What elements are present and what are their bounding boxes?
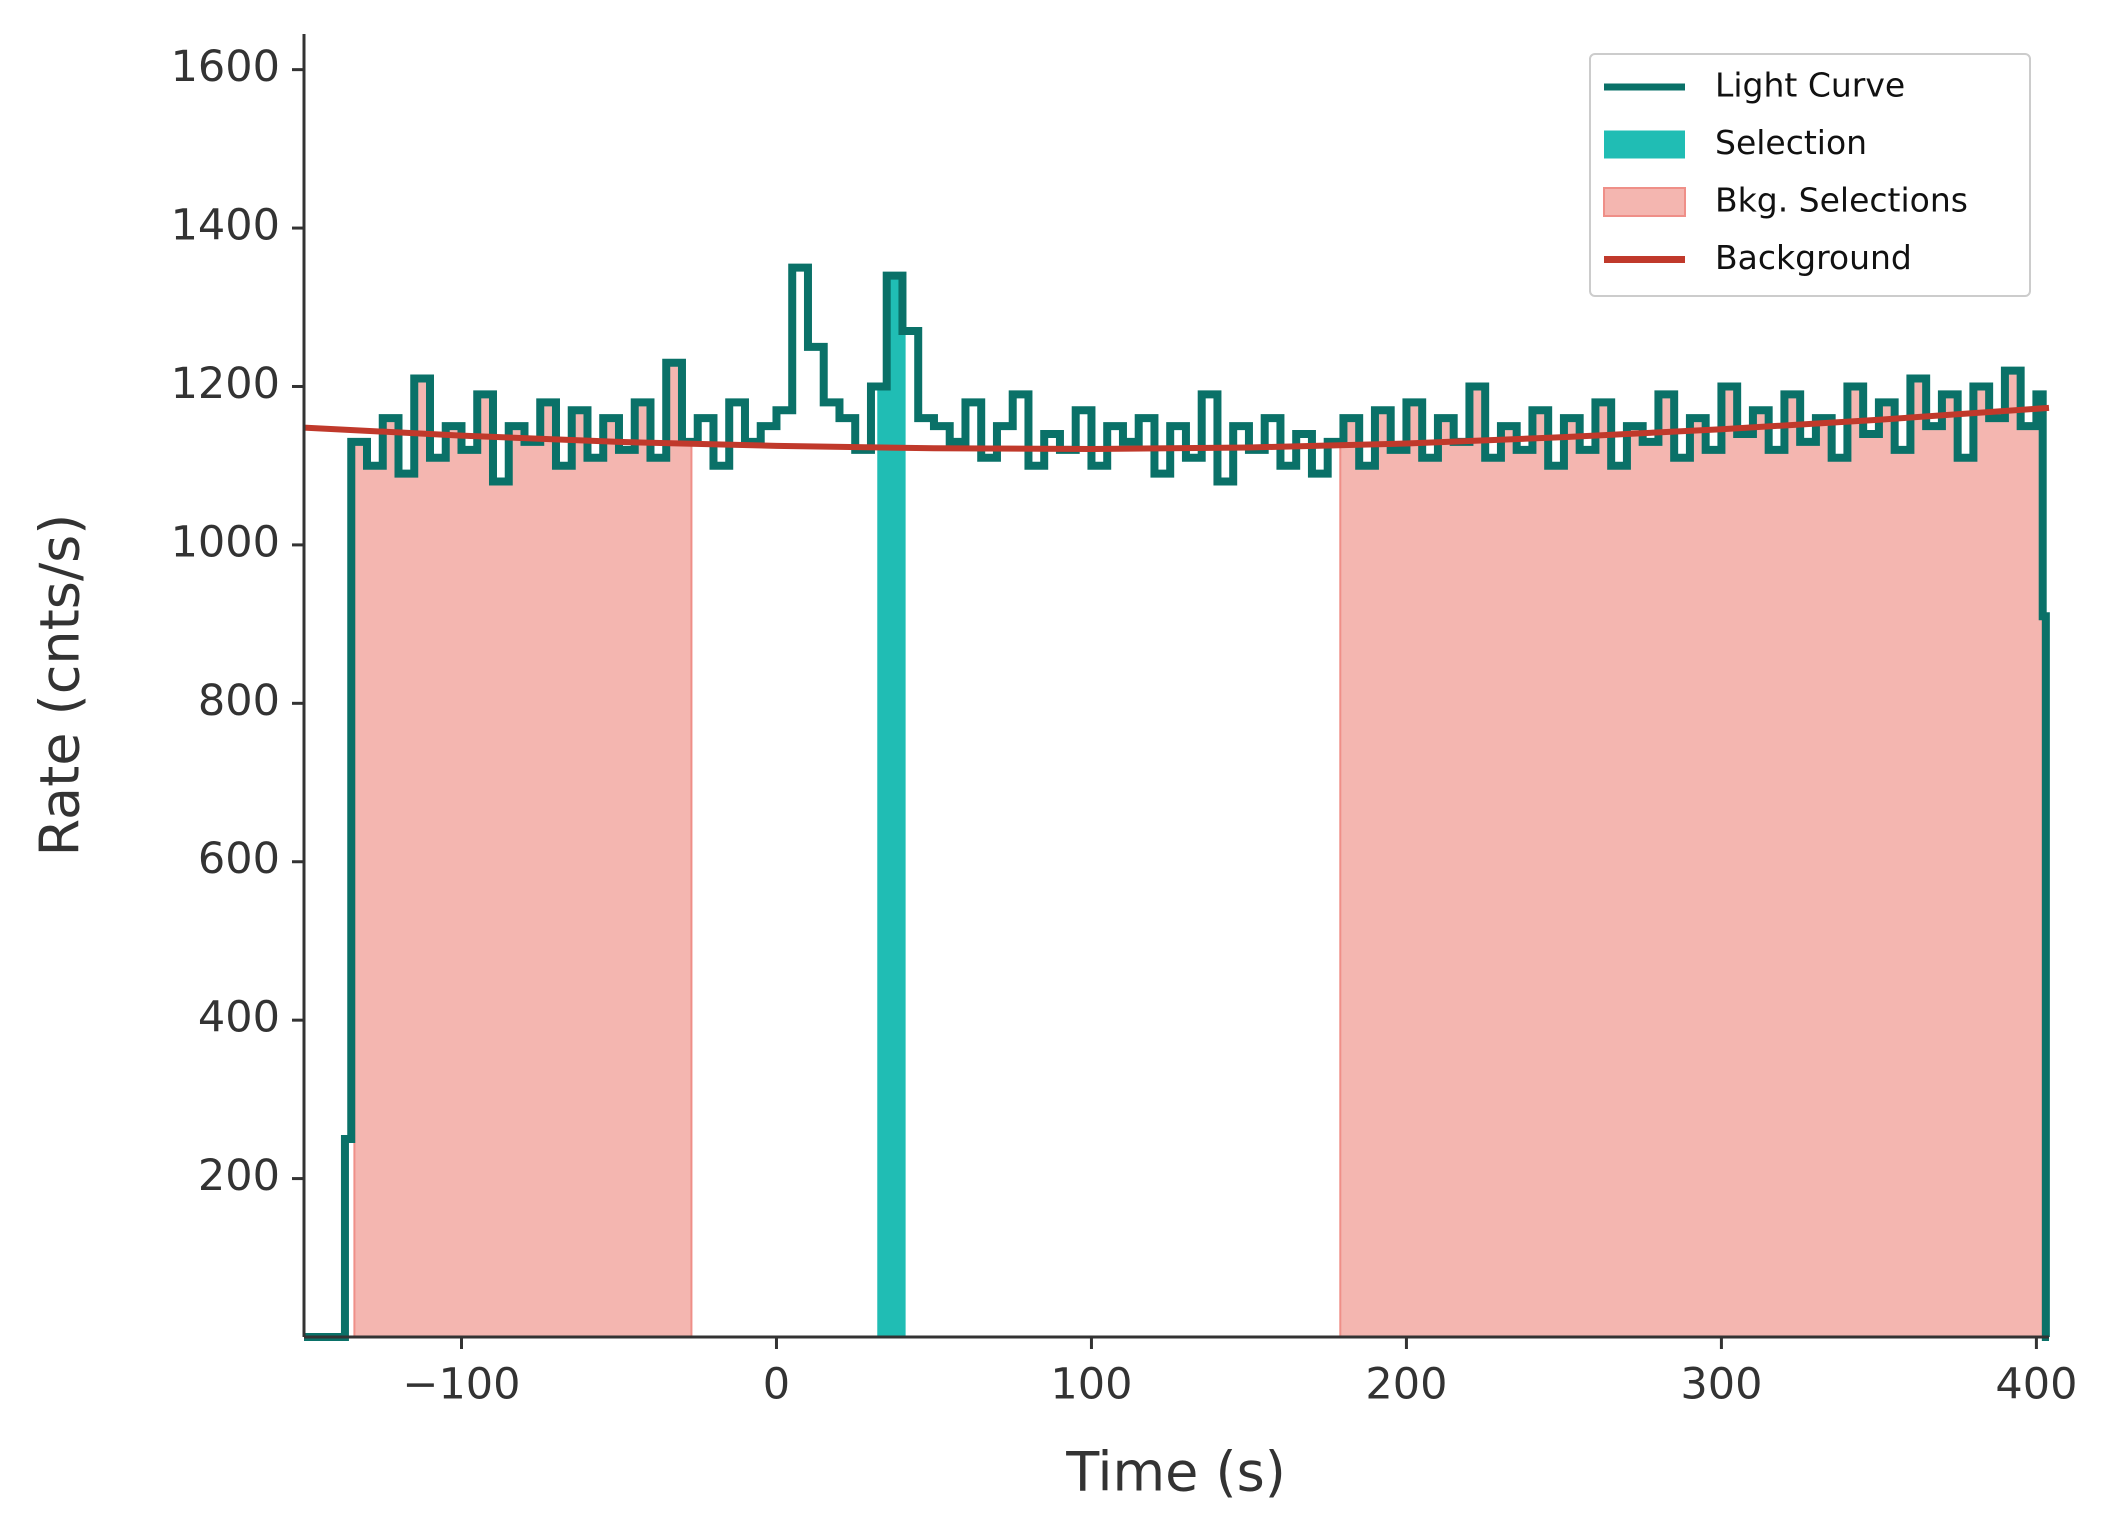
y-tick-label: 1000 <box>171 517 280 567</box>
bkg-selection <box>1339 369 2044 1338</box>
y-tick-label: 1600 <box>171 42 280 92</box>
background-line <box>303 404 2050 453</box>
legend-label: Background <box>1715 238 1912 277</box>
y-tick-label: 600 <box>198 834 280 884</box>
y-tick-label: 400 <box>198 993 280 1043</box>
legend-handle <box>1604 130 1685 159</box>
legend: Light Curve Selection Bkg. Selections Backg… <box>1589 53 2031 297</box>
y-tick-label: 1200 <box>171 359 280 409</box>
legend-label: Bkg. Selections <box>1715 181 1968 220</box>
legend-label: Selection <box>1715 123 1867 162</box>
x-tick-label: 200 <box>1365 1360 1447 1410</box>
x-axis-label: Time (s) <box>1065 1441 1286 1504</box>
legend-box <box>1589 53 2031 297</box>
selection <box>877 275 906 1338</box>
legend-label: Light Curve <box>1715 66 1905 105</box>
legend-handle <box>1603 187 1686 217</box>
light-curve <box>304 263 2050 1341</box>
x-tick-label: 100 <box>1050 1360 1132 1410</box>
x-tick-label: 400 <box>1995 1360 2077 1410</box>
y-tick-label: 200 <box>198 1151 280 1201</box>
x-tick-label: −100 <box>402 1360 520 1410</box>
y-tick-label: 1400 <box>171 201 280 251</box>
x-tick-label: 0 <box>763 1360 790 1410</box>
bkg-selection <box>353 361 693 1338</box>
x-tick-label: 300 <box>1680 1360 1762 1410</box>
y-axis-label: Rate (cnts/s) <box>29 514 92 857</box>
y-tick-label: 800 <box>198 676 280 726</box>
